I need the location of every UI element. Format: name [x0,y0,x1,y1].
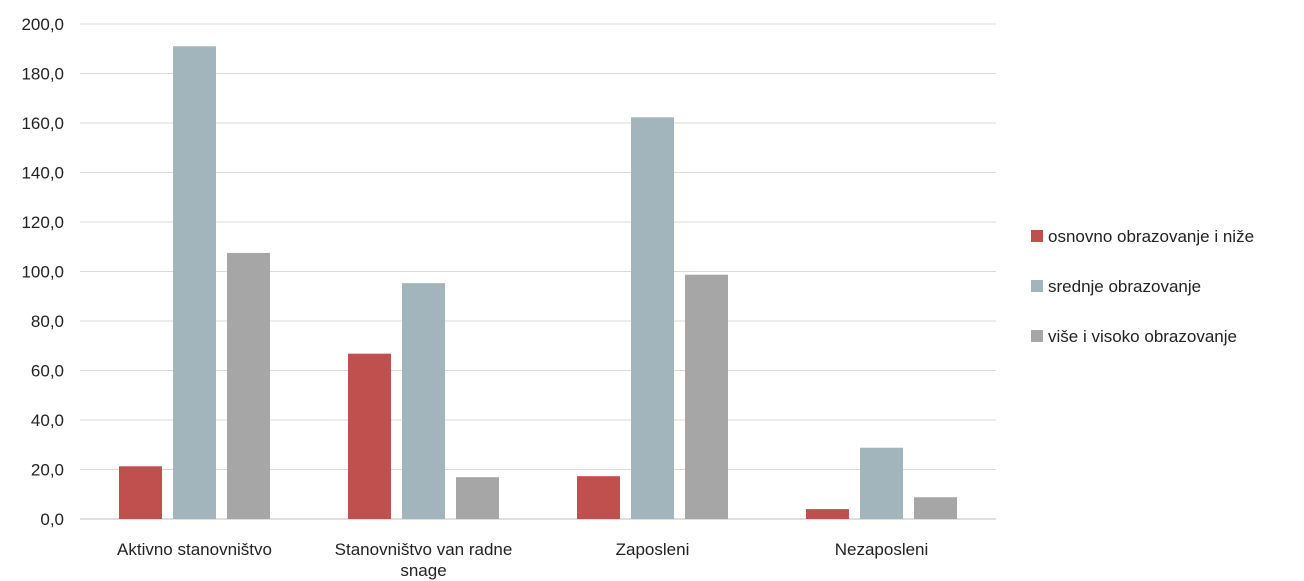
x-category-label: Stanovništvo van radne snage [335,540,513,580]
x-category-label: Zaposleni [616,540,690,559]
gridlines [80,23,996,520]
bar [119,466,162,519]
bar [577,476,620,519]
legend-swatch [1031,280,1043,292]
y-tick-label: 40,0 [31,411,64,430]
bar [631,117,674,520]
bar [860,447,903,519]
y-tick-label: 0,0 [40,510,64,529]
bar [806,509,849,519]
bar [402,283,445,519]
legend-entry-label: srednje obrazovanje [1048,277,1201,296]
y-tick-label: 140,0 [21,164,64,183]
y-tick-label: 160,0 [21,114,64,133]
legend-entry-label: osnovno obrazovanje i niže [1048,227,1254,246]
bars [119,46,957,520]
y-tick-label: 100,0 [21,263,64,282]
y-tick-label: 120,0 [21,213,64,232]
y-tick-label: 200,0 [21,15,64,34]
bar [227,252,270,519]
y-axis-ticks: 0,0 20,0 40,0 60,0 80,0 100,0 120,0 140,0 160,0 1… [21,15,64,529]
x-category-label: Nezaposleni [835,540,929,559]
legend-swatch [1031,330,1043,342]
bar [914,497,957,519]
bar [685,274,728,519]
y-tick-label: 60,0 [31,362,64,381]
y-tick-label: 180,0 [21,65,64,84]
legend-entry-label: više i visoko obrazovanje [1048,327,1237,346]
x-category-label: Aktivno stanovništvo [117,540,272,559]
y-tick-label: 20,0 [31,461,64,480]
y-tick-label: 80,0 [31,312,64,331]
bar [456,477,499,519]
x-axis-labels: Aktivno stanovništvo Stanovništvo van rad… [117,540,928,580]
legend-swatch [1031,230,1043,242]
bar [348,353,391,519]
legend: osnovno obrazovanje i niže srednje obrazo… [1031,227,1254,346]
bar [173,46,216,520]
